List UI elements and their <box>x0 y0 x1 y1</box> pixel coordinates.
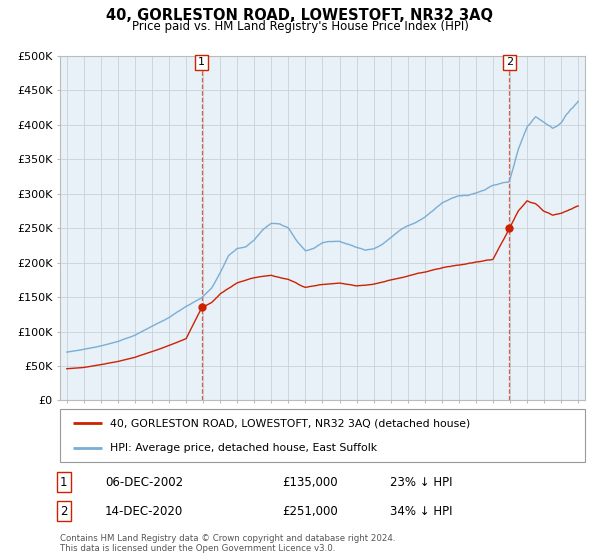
Text: Price paid vs. HM Land Registry's House Price Index (HPI): Price paid vs. HM Land Registry's House … <box>131 20 469 32</box>
Text: Contains HM Land Registry data © Crown copyright and database right 2024.
This d: Contains HM Land Registry data © Crown c… <box>60 534 395 553</box>
Text: 2: 2 <box>506 57 513 67</box>
Text: £251,000: £251,000 <box>282 505 338 518</box>
Text: 1: 1 <box>60 475 67 489</box>
Text: HPI: Average price, detached house, East Suffolk: HPI: Average price, detached house, East… <box>110 442 377 452</box>
Text: £135,000: £135,000 <box>282 475 338 489</box>
Text: 34% ↓ HPI: 34% ↓ HPI <box>390 505 452 518</box>
Text: 23% ↓ HPI: 23% ↓ HPI <box>390 475 452 489</box>
FancyBboxPatch shape <box>60 409 585 462</box>
Text: 14-DEC-2020: 14-DEC-2020 <box>105 505 183 518</box>
Text: 06-DEC-2002: 06-DEC-2002 <box>105 475 183 489</box>
Text: 40, GORLESTON ROAD, LOWESTOFT, NR32 3AQ: 40, GORLESTON ROAD, LOWESTOFT, NR32 3AQ <box>107 8 493 24</box>
Text: 1: 1 <box>198 57 205 67</box>
Text: 2: 2 <box>60 505 67 518</box>
Text: 40, GORLESTON ROAD, LOWESTOFT, NR32 3AQ (detached house): 40, GORLESTON ROAD, LOWESTOFT, NR32 3AQ … <box>110 418 470 428</box>
